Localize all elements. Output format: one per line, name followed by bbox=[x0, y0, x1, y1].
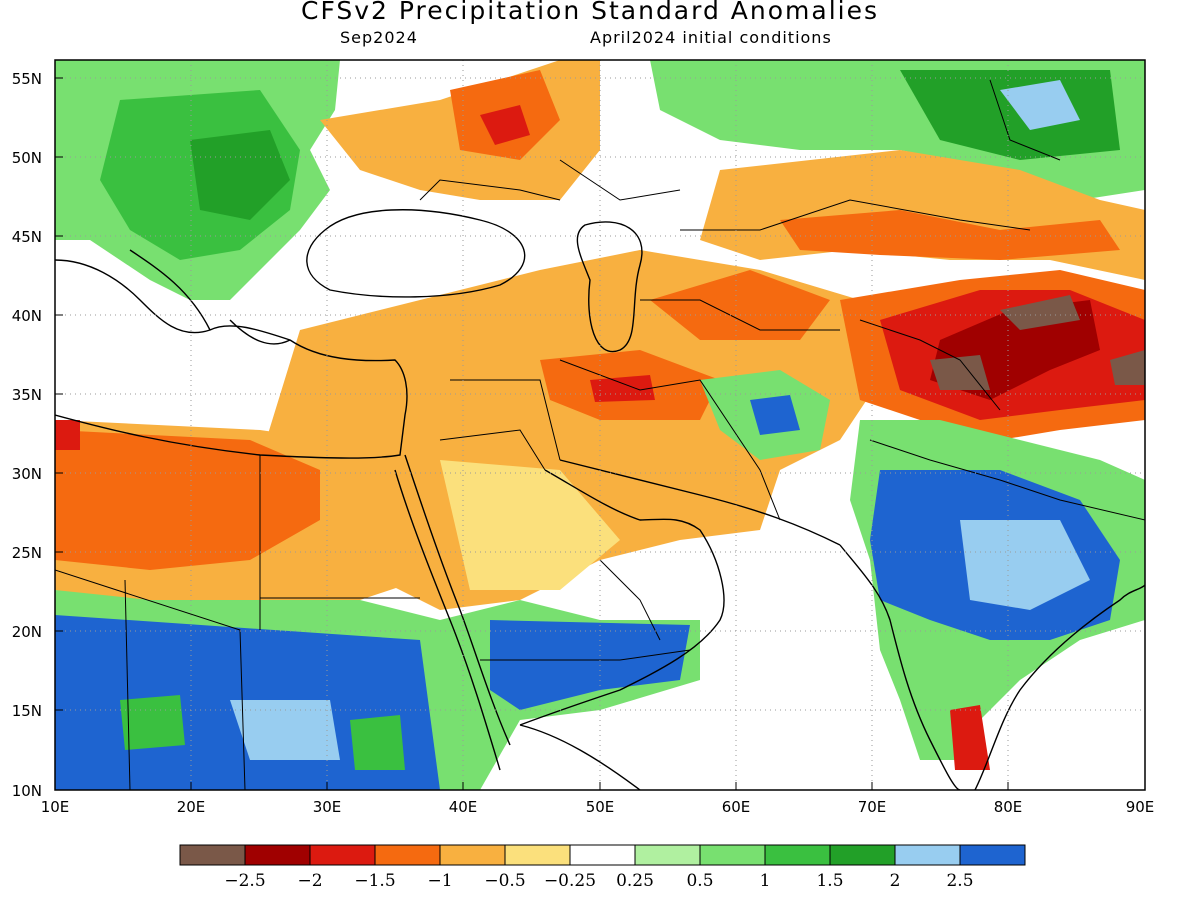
tibet-extreme-2 bbox=[930, 355, 990, 390]
colorbar-swatch bbox=[374, 844, 441, 866]
colorbar-label: 1.5 bbox=[816, 871, 843, 891]
iran-coast bbox=[559, 459, 841, 546]
caspian-coast bbox=[576, 221, 643, 353]
coastlines bbox=[55, 209, 1145, 790]
turkmenistan-dry-core bbox=[650, 270, 830, 340]
horn-coast bbox=[519, 724, 641, 790]
lon-label: 30E bbox=[313, 798, 342, 816]
colorbar-swatch bbox=[699, 844, 766, 866]
lon-label: 20E bbox=[177, 798, 206, 816]
colorbar-label: 2 bbox=[890, 871, 901, 891]
arabia-dry-light bbox=[440, 460, 620, 590]
colorbar-label: 2.5 bbox=[946, 871, 973, 891]
aegean-coast bbox=[229, 319, 291, 345]
country-borders bbox=[55, 79, 1145, 790]
colorbar: −2.5 −2 −1.5 −1 −0.5 −0.25 0.25 0.5 1 1.5 2 2.5 bbox=[179, 844, 1026, 891]
colorbar-label: −2 bbox=[297, 871, 322, 891]
colorbar-swatch bbox=[439, 844, 506, 866]
red-sea-coast-east bbox=[394, 469, 501, 771]
india-wet-light bbox=[960, 520, 1090, 610]
lat-label: 40N bbox=[12, 307, 42, 325]
lon-label: 50E bbox=[586, 798, 615, 816]
colorbar-label: 1 bbox=[760, 871, 771, 891]
tick-marks bbox=[54, 77, 1146, 791]
colorbar-label: 0.25 bbox=[616, 871, 654, 891]
colorbar-label: −0.25 bbox=[544, 871, 596, 891]
lon-label: 90E bbox=[1126, 798, 1155, 816]
sahel-wet-mid-2 bbox=[350, 715, 405, 770]
pakistan-wet-core bbox=[750, 395, 800, 435]
sahel-wet-mid-1 bbox=[120, 695, 185, 750]
mediterranean-coast bbox=[55, 259, 408, 459]
red-sea-coast bbox=[404, 454, 511, 746]
lat-label: 20N bbox=[12, 623, 42, 641]
sahel-wet-light-1 bbox=[230, 700, 340, 760]
initial-conditions: April2024 initial conditions bbox=[590, 28, 832, 47]
colorbar-swatch bbox=[829, 844, 896, 866]
colorbar-swatch bbox=[894, 844, 961, 866]
colorbar-label: 0.5 bbox=[686, 871, 713, 891]
tibet-extreme-3 bbox=[1110, 350, 1145, 385]
colorbar-swatch bbox=[309, 844, 376, 866]
lon-label: 40E bbox=[449, 798, 478, 816]
lat-label: 35N bbox=[12, 386, 42, 404]
colorbar-label: −0.5 bbox=[484, 871, 525, 891]
north-africa-dry-core bbox=[55, 430, 320, 570]
black-sea-coast bbox=[306, 209, 526, 298]
gridlines bbox=[55, 60, 1145, 790]
colorbar-label: −1.5 bbox=[354, 871, 395, 891]
lon-label: 80E bbox=[994, 798, 1023, 816]
lat-label: 30N bbox=[12, 465, 42, 483]
yemen-wet-strong bbox=[490, 620, 690, 710]
libya-dry-peak bbox=[55, 420, 80, 450]
colorbar-swatch bbox=[569, 844, 636, 866]
colorbar-swatch bbox=[764, 844, 831, 866]
lat-label: 50N bbox=[12, 149, 42, 167]
lat-label: 15N bbox=[12, 702, 42, 720]
lat-label: 10N bbox=[12, 782, 42, 800]
india-west-coast bbox=[839, 544, 961, 790]
siberia-wet-peak bbox=[1000, 80, 1080, 130]
lat-label: 55N bbox=[12, 70, 42, 88]
lon-label: 10E bbox=[41, 798, 70, 816]
lon-label: 70E bbox=[858, 798, 887, 816]
tibet-extreme-1 bbox=[1000, 295, 1080, 330]
colorbar-swatch bbox=[959, 844, 1026, 866]
colorbar-swatch bbox=[179, 844, 246, 866]
map-title: CFSv2 Precipitation Standard Anomalies bbox=[300, 0, 879, 25]
colorbar-swatch bbox=[244, 844, 311, 866]
colorbar-label: −2.5 bbox=[224, 871, 265, 891]
lon-tick-labels: 10E 20E 30E 40E 50E 60E 70E 80E 90E bbox=[41, 798, 1155, 816]
lat-label: 25N bbox=[12, 544, 42, 562]
colorbar-label: −1 bbox=[427, 871, 452, 891]
adriatic-coast bbox=[129, 249, 211, 331]
iran-dry-peak bbox=[590, 375, 655, 402]
colorbar-swatch bbox=[504, 844, 571, 866]
lat-tick-labels: 10N 15N 20N 25N 30N 35N 40N 45N 50N 55N bbox=[12, 70, 42, 800]
kazakhstan-dry-core bbox=[780, 210, 1120, 260]
india-dry-spot bbox=[950, 705, 990, 770]
forecast-month: Sep2024 bbox=[340, 28, 418, 47]
lat-label: 45N bbox=[12, 228, 42, 246]
colorbar-swatch bbox=[634, 844, 701, 866]
russia-dry-peak bbox=[480, 105, 530, 145]
gulf-coast bbox=[519, 469, 725, 726]
central-europe-core bbox=[190, 130, 290, 220]
india-east-coast bbox=[974, 584, 1145, 790]
lon-label: 60E bbox=[722, 798, 751, 816]
